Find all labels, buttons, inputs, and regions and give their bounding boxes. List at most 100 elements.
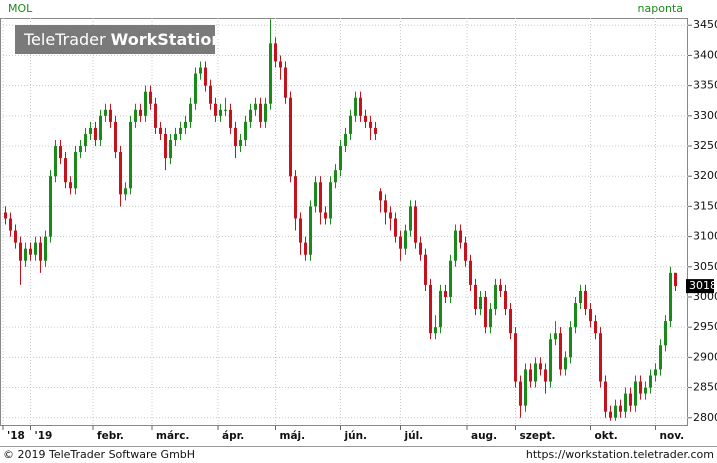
candle-body [329, 182, 332, 219]
candle-body [619, 405, 622, 412]
candle-body [524, 369, 527, 406]
candle-body [639, 381, 642, 394]
candle-body [609, 411, 612, 418]
candle-body [589, 309, 592, 322]
candle-body [69, 182, 72, 189]
candle-body [424, 254, 427, 285]
y-tick-label: 2850 [693, 381, 717, 394]
candle-body [134, 109, 137, 122]
candle-body [164, 133, 167, 159]
candle-body [354, 97, 357, 116]
y-tick-label: 3100 [693, 230, 717, 243]
candle-body [499, 284, 502, 291]
candle-body [394, 218, 397, 237]
candle-body [149, 91, 152, 104]
x-tick-label: aug. [471, 430, 497, 442]
y-tick-label: 3150 [693, 199, 717, 212]
candle-body [89, 127, 92, 134]
candle-body [674, 272, 677, 287]
candle-body [229, 109, 232, 128]
candle-body [179, 127, 182, 134]
candle-body [284, 67, 287, 98]
candle-body [49, 176, 52, 237]
candle-body [139, 109, 142, 116]
candle-body [24, 248, 27, 261]
candle-body [244, 121, 247, 140]
candle-body [604, 381, 607, 412]
candle-body [389, 212, 392, 219]
candle-body [554, 333, 557, 340]
y-tick-label: 3400 [693, 48, 717, 61]
candle-body [454, 230, 457, 261]
candle-body [119, 152, 122, 195]
candle-body [109, 109, 112, 122]
candle-body [264, 103, 267, 122]
candle-body [34, 242, 37, 255]
candle-body [169, 139, 172, 159]
candle-body [579, 290, 582, 304]
candle-body [194, 73, 197, 104]
y-tick-label: 3350 [693, 79, 717, 92]
candle-body [79, 146, 82, 153]
candle-body [14, 230, 17, 243]
y-tick-label: 3300 [693, 109, 717, 122]
candle-body [594, 321, 597, 334]
candle-body [384, 200, 387, 213]
candle-body [44, 236, 47, 261]
candle-body [549, 339, 552, 382]
candle-body [54, 146, 57, 177]
candle-body [544, 369, 547, 382]
candle-body [304, 242, 307, 255]
watermark-brand: TeleTrader [23, 30, 106, 49]
candle-body [479, 296, 482, 310]
candle-body [129, 121, 132, 189]
candle-body [654, 369, 657, 376]
candle-body [199, 67, 202, 74]
y-tick-label: 3250 [693, 139, 717, 152]
candle-body [359, 97, 362, 116]
candle-body [309, 206, 312, 255]
x-tick-label: '18 [7, 430, 25, 442]
candle-body [564, 357, 567, 370]
candle-body [274, 43, 277, 62]
candle-body [489, 309, 492, 328]
candle-body [279, 61, 282, 68]
x-tick-label: szept. [520, 430, 556, 442]
candle-body [189, 103, 192, 122]
candle-body [99, 115, 102, 140]
plot-frame [0, 18, 688, 426]
candle-body [614, 405, 617, 418]
candle-body [144, 91, 147, 116]
candle-body [379, 191, 382, 201]
candle-body [434, 327, 437, 334]
candle-body [629, 393, 632, 406]
watermark-box [15, 25, 215, 54]
candle-body [254, 103, 257, 110]
candle-body [64, 158, 67, 183]
candle-body [449, 260, 452, 297]
candle-body [204, 67, 207, 86]
copyright: © 2019 TeleTrader Software GmbH [3, 448, 195, 461]
candle-body [649, 375, 652, 388]
candle-body [464, 242, 467, 261]
candle-body [419, 242, 422, 255]
candle-body [534, 363, 537, 382]
candle-body [19, 242, 22, 261]
candle-body [344, 133, 347, 147]
candle-body [439, 290, 442, 328]
candle-body [239, 139, 242, 147]
candle-body [174, 133, 177, 140]
source-url: https://workstation.teletrader.com [526, 448, 714, 461]
y-tick-label: 2900 [693, 350, 717, 363]
candle-body [159, 127, 162, 134]
y-tick-label: 3000 [693, 290, 717, 303]
x-tick-label: '19 [35, 430, 53, 442]
candle-body [529, 369, 532, 382]
candle-body [369, 121, 372, 128]
candle-body [624, 393, 627, 412]
x-tick-label: máj. [280, 430, 306, 442]
watermark: TeleTrader WorkStation [23, 30, 223, 49]
candle-body [519, 381, 522, 406]
candle-body [299, 218, 302, 243]
